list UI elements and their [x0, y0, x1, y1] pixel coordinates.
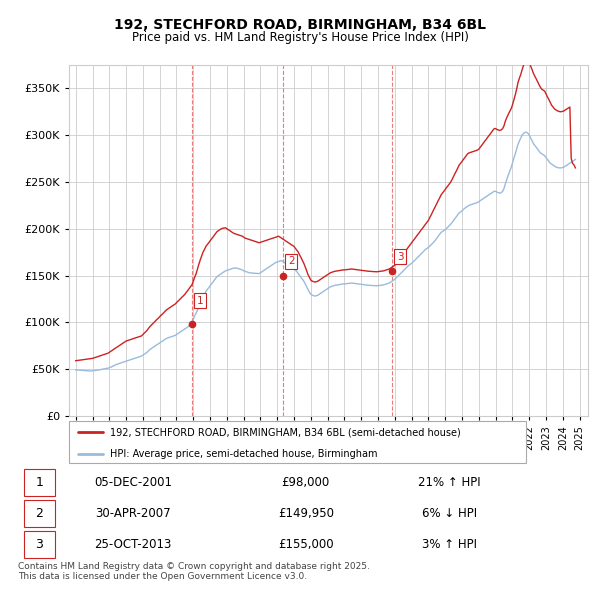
Text: 21% ↑ HPI: 21% ↑ HPI	[418, 476, 481, 489]
Text: HPI: Average price, semi-detached house, Birmingham: HPI: Average price, semi-detached house,…	[110, 449, 377, 459]
Text: £98,000: £98,000	[281, 476, 330, 489]
Text: 3% ↑ HPI: 3% ↑ HPI	[422, 538, 477, 551]
FancyBboxPatch shape	[23, 500, 55, 527]
Text: 30-APR-2007: 30-APR-2007	[95, 507, 171, 520]
Text: Price paid vs. HM Land Registry's House Price Index (HPI): Price paid vs. HM Land Registry's House …	[131, 31, 469, 44]
Text: 2: 2	[35, 507, 43, 520]
Text: 1: 1	[35, 476, 43, 489]
Text: 3: 3	[397, 251, 403, 261]
Text: 192, STECHFORD ROAD, BIRMINGHAM, B34 6BL (semi-detached house): 192, STECHFORD ROAD, BIRMINGHAM, B34 6BL…	[110, 427, 461, 437]
FancyBboxPatch shape	[69, 421, 526, 463]
FancyBboxPatch shape	[23, 469, 55, 496]
FancyBboxPatch shape	[23, 531, 55, 559]
Text: £155,000: £155,000	[278, 538, 334, 551]
Text: 1: 1	[197, 296, 203, 306]
Text: £149,950: £149,950	[278, 507, 334, 520]
Text: 192, STECHFORD ROAD, BIRMINGHAM, B34 6BL: 192, STECHFORD ROAD, BIRMINGHAM, B34 6BL	[114, 18, 486, 32]
Text: 25-OCT-2013: 25-OCT-2013	[94, 538, 172, 551]
Text: 2: 2	[288, 256, 295, 266]
Text: 3: 3	[35, 538, 43, 551]
Text: Contains HM Land Registry data © Crown copyright and database right 2025.
This d: Contains HM Land Registry data © Crown c…	[18, 562, 370, 581]
Text: 05-DEC-2001: 05-DEC-2001	[94, 476, 172, 489]
Text: 6% ↓ HPI: 6% ↓ HPI	[422, 507, 478, 520]
